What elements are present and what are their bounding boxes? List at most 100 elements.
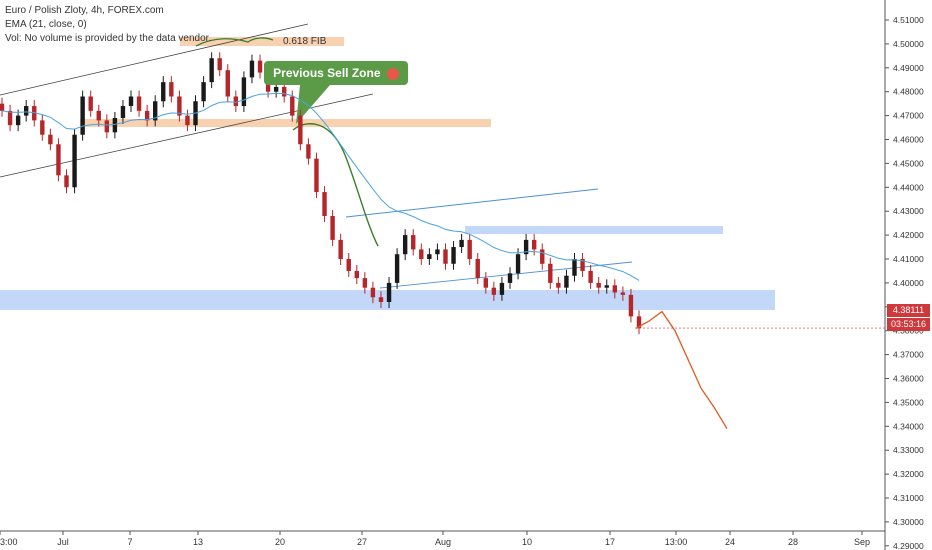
price-tick-label: 4.43000: [893, 206, 924, 216]
price-tick-label: 4.29000: [893, 541, 924, 550]
candle-body: [548, 263, 553, 283]
candle: [540, 243, 545, 270]
sell-zone-band: [80, 119, 491, 127]
candle-body: [386, 282, 392, 303]
candle-body: [120, 106, 126, 118]
ema-line: [1, 92, 640, 281]
resistance-zone: [465, 226, 723, 234]
price-tick-label: 4.36000: [893, 374, 924, 384]
candle: [620, 286, 626, 301]
candle-body: [459, 239, 464, 248]
candle: [185, 109, 190, 132]
callout-box[interactable]: Previous Sell Zone: [264, 61, 408, 85]
price-tick-label: 4.34000: [893, 421, 924, 431]
candle-body: [580, 259, 585, 271]
candle: [314, 152, 319, 199]
candle-body: [427, 254, 432, 259]
time-axis: 3:00 Jul 7 13 20 27 Aug 10 17 13:00 24 28 Sep: [0, 530, 885, 547]
candle: [330, 210, 335, 246]
candle: [217, 52, 222, 77]
candle: [120, 100, 126, 124]
candle-body: [370, 287, 376, 298]
price-axis: 4.51000 4.50000 4.49000 4.48000 4.47000 4.460…: [635, 0, 924, 550]
candles-layer: [0, 52, 642, 335]
candle: [467, 233, 472, 265]
candle: [72, 128, 77, 194]
candle: [580, 253, 585, 277]
candle-body: [628, 294, 634, 317]
candle: [378, 291, 384, 308]
candle: [80, 90, 85, 141]
price-tick-label: 4.30000: [893, 517, 924, 527]
retest-curve: [292, 123, 379, 247]
candle: [257, 54, 263, 79]
candle: [411, 229, 416, 256]
time-tick-label: 24: [725, 537, 735, 547]
candle: [394, 248, 400, 289]
price-tick-label: 4.46000: [893, 135, 924, 145]
forecast-line: [635, 310, 728, 430]
candle-body: [540, 249, 545, 264]
candle-body: [604, 285, 609, 288]
candle-body: [330, 215, 335, 240]
candle-body: [314, 158, 319, 193]
candle: [548, 257, 553, 289]
candle: [7, 104, 13, 132]
price-tick-label: 4.37000: [893, 350, 924, 360]
candle-body: [475, 259, 480, 279]
candle: [153, 95, 158, 127]
candle: [427, 248, 432, 265]
candle: [128, 90, 134, 113]
candle-body: [23, 106, 29, 116]
legend-title: Euro / Polish Zloty, 4h, FOREX.com: [5, 5, 164, 16]
candle-body: [7, 110, 13, 126]
candle-body: [491, 287, 497, 295]
time-tick-label: 7: [127, 537, 132, 547]
price-tick-label: 4.49000: [893, 63, 924, 73]
candle: [56, 138, 61, 182]
candle: [370, 281, 376, 304]
price-tick-label: 4.35000: [893, 397, 924, 407]
candle: [604, 279, 609, 294]
candle-body: [402, 235, 408, 255]
candle-body: [515, 254, 521, 274]
candle: [475, 253, 480, 285]
candle: [104, 114, 110, 139]
candle-body: [257, 60, 263, 73]
candle: [556, 276, 561, 294]
candle-body: [612, 285, 618, 293]
candle-body: [298, 115, 303, 145]
candle: [177, 90, 182, 122]
candle: [564, 269, 569, 294]
candle-body: [451, 247, 456, 264]
pig-face-icon: [386, 67, 399, 80]
candle: [612, 279, 618, 299]
candle: [112, 112, 118, 139]
candle-body: [483, 278, 488, 288]
candle-body: [378, 297, 384, 303]
time-tick-label: 20: [275, 537, 285, 547]
candle-body: [32, 106, 37, 121]
price-tick-label: 4.42000: [893, 230, 924, 240]
candle: [419, 243, 424, 265]
candle: [499, 276, 505, 301]
price-tick-label: 4.31000: [893, 493, 924, 503]
candle: [435, 243, 440, 261]
candle-body: [128, 96, 134, 107]
candle-body: [80, 96, 85, 135]
chart-legend: Euro / Polish Zloty, 4h, FOREX.com EMA (…: [5, 4, 211, 46]
legend-ema: EMA (21, close, 0): [5, 19, 87, 30]
candle-body: [435, 249, 440, 255]
candle: [459, 233, 464, 254]
candle: [144, 104, 150, 127]
countdown-tag: 03:53:16: [887, 318, 930, 331]
time-tick-label: 27: [357, 537, 367, 547]
candle-body: [322, 192, 327, 216]
price-tick-label: 4.40000: [893, 278, 924, 288]
candle-body: [233, 96, 239, 107]
price-tick-label: 4.41000: [893, 254, 924, 264]
candle-body: [354, 270, 359, 279]
candle-body: [217, 58, 222, 71]
candle: [298, 109, 303, 151]
